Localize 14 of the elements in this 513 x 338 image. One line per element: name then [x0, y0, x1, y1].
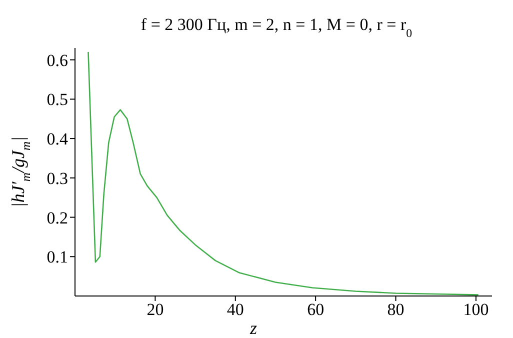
chart-title: f = 2 300 Гц, m = 2, n = 1, M = 0, r = r$_{0}$	[140, 15, 412, 40]
y-tick-label: 0.5	[46, 90, 68, 110]
x-axis-title: z	[248, 318, 258, 338]
x-tick-label: 20	[146, 300, 164, 320]
y-tick-label: 0.3	[46, 168, 68, 188]
x-tick-label: 40	[226, 300, 244, 320]
x-tick-label: 100	[463, 300, 489, 320]
x-tick-label: 60	[307, 300, 324, 320]
y-tick-label: 0.6	[46, 50, 68, 70]
line-series	[88, 51, 480, 296]
x-tick-label: 80	[387, 300, 404, 320]
y-tick-label: 0.1	[46, 248, 68, 267]
y-tick-label: 0.4	[46, 130, 68, 149]
y-tick-label: 0.2	[46, 208, 68, 228]
